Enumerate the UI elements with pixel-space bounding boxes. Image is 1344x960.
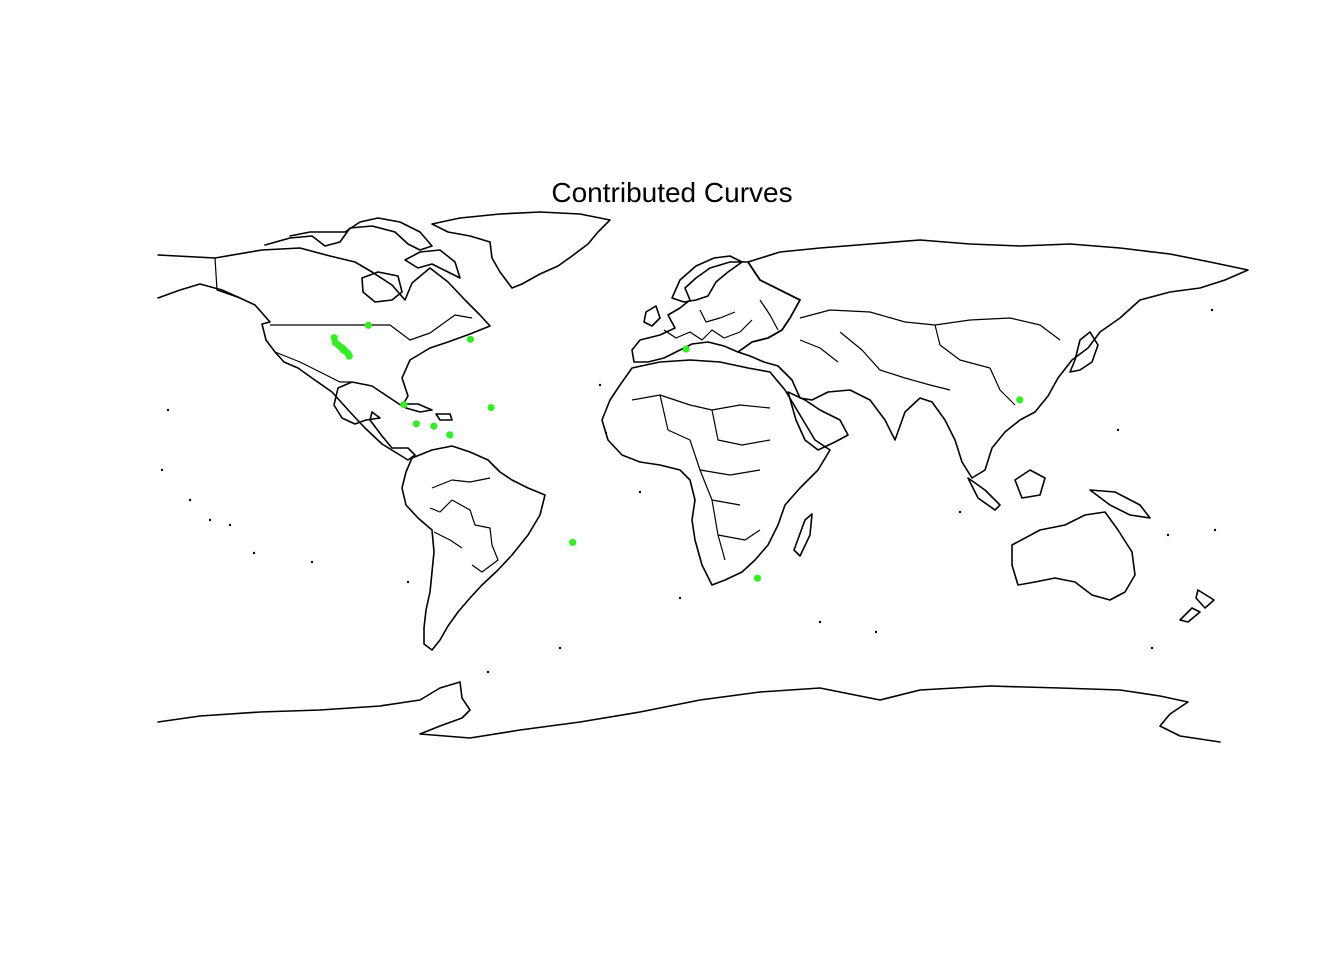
location-point-13 xyxy=(430,422,438,430)
landmass-borneo xyxy=(1014,469,1046,499)
landmass-africa xyxy=(601,359,831,586)
landmass-north-america xyxy=(157,247,491,461)
landmass-sumatra xyxy=(967,477,1001,511)
landmass-new-guinea xyxy=(1089,489,1151,519)
landmass-greenland xyxy=(431,211,611,289)
landmass-antarctica xyxy=(157,681,1221,743)
landmass-asia xyxy=(737,239,1249,479)
location-point-7 xyxy=(345,352,353,360)
landmass-scandinavia xyxy=(671,255,743,303)
landmass-hudson-bay xyxy=(361,271,403,303)
border-africa-internal xyxy=(631,394,771,561)
landmass-south-america xyxy=(401,445,546,651)
location-point-10 xyxy=(466,335,474,343)
landmass-baffin xyxy=(404,249,461,279)
location-point-9 xyxy=(364,321,372,329)
border-us-mexico xyxy=(274,351,352,383)
location-point-15 xyxy=(487,404,495,412)
location-point-14 xyxy=(446,431,454,439)
world-basemap xyxy=(157,211,1249,743)
location-point-16 xyxy=(569,538,577,547)
location-point-11 xyxy=(400,401,408,409)
landmass-australia xyxy=(1011,511,1136,601)
landmass-japan xyxy=(1069,331,1099,373)
landmass-hispaniola xyxy=(435,413,453,421)
location-point-8 xyxy=(339,346,347,354)
location-point-17 xyxy=(682,345,690,353)
location-point-18 xyxy=(753,574,762,582)
location-point-12 xyxy=(412,420,420,428)
landmass-britain xyxy=(643,305,661,327)
landmass-arabia xyxy=(787,391,849,451)
border-europe-internal xyxy=(663,299,779,341)
islets xyxy=(160,308,1217,674)
landmass-madagascar xyxy=(793,513,813,557)
map-title: Contributed Curves xyxy=(551,177,792,208)
observation-points xyxy=(330,321,1024,582)
border-brazil xyxy=(429,477,499,573)
border-alaska-canada xyxy=(214,257,241,299)
border-asia-internal xyxy=(799,309,1061,406)
landmass-new-zealand xyxy=(1179,589,1215,623)
location-point-19 xyxy=(1016,396,1024,404)
landmass-canadian-arctic xyxy=(264,217,433,251)
